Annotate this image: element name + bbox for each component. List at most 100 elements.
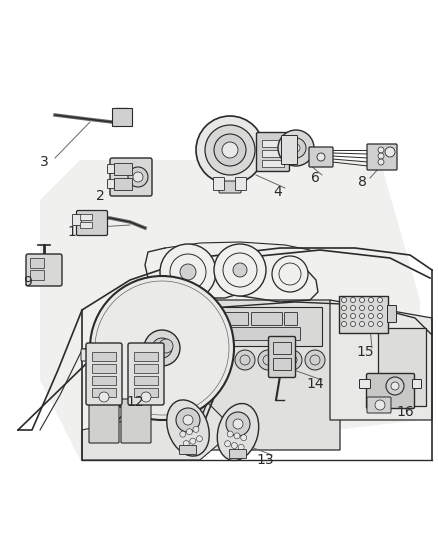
FancyBboxPatch shape <box>76 211 107 236</box>
Circle shape <box>350 297 355 303</box>
Bar <box>134 364 158 373</box>
Circle shape <box>216 355 226 365</box>
Circle shape <box>90 276 233 420</box>
Circle shape <box>133 172 143 182</box>
Bar <box>114 163 132 175</box>
Circle shape <box>367 313 373 319</box>
Circle shape <box>262 355 272 365</box>
Circle shape <box>183 415 193 425</box>
Circle shape <box>176 408 200 432</box>
Circle shape <box>231 442 237 449</box>
Text: 1: 1 <box>67 225 76 239</box>
FancyBboxPatch shape <box>387 305 396 322</box>
Ellipse shape <box>146 336 177 360</box>
Circle shape <box>212 350 231 370</box>
Bar <box>92 364 116 373</box>
Bar <box>80 214 92 220</box>
Circle shape <box>180 431 185 437</box>
FancyBboxPatch shape <box>339 295 388 333</box>
Circle shape <box>285 138 305 158</box>
Circle shape <box>377 153 383 159</box>
Circle shape <box>350 321 355 327</box>
FancyBboxPatch shape <box>366 144 396 170</box>
Text: 2: 2 <box>95 189 104 203</box>
Circle shape <box>233 433 240 439</box>
Text: 3: 3 <box>39 155 48 169</box>
Text: 6: 6 <box>310 171 319 185</box>
FancyBboxPatch shape <box>211 308 322 346</box>
Circle shape <box>128 167 148 187</box>
Circle shape <box>186 429 192 435</box>
Bar <box>261 160 283 167</box>
Ellipse shape <box>217 403 258 461</box>
FancyBboxPatch shape <box>284 312 297 326</box>
Circle shape <box>350 313 355 319</box>
Circle shape <box>196 436 202 442</box>
Circle shape <box>359 313 364 319</box>
Circle shape <box>377 159 383 165</box>
Circle shape <box>359 305 364 311</box>
Circle shape <box>240 435 246 441</box>
Bar <box>92 376 116 385</box>
Text: 4: 4 <box>273 185 282 199</box>
FancyBboxPatch shape <box>268 336 295 377</box>
Circle shape <box>350 305 355 311</box>
Bar <box>92 388 116 397</box>
Text: 14: 14 <box>305 377 323 391</box>
Circle shape <box>377 297 381 303</box>
Circle shape <box>286 355 297 365</box>
FancyBboxPatch shape <box>107 165 114 174</box>
Bar <box>134 388 158 397</box>
Polygon shape <box>82 390 234 460</box>
FancyBboxPatch shape <box>217 327 300 341</box>
Circle shape <box>227 431 233 437</box>
Circle shape <box>385 377 403 395</box>
Circle shape <box>183 441 189 447</box>
FancyBboxPatch shape <box>213 177 224 190</box>
Circle shape <box>222 142 237 158</box>
FancyBboxPatch shape <box>359 379 370 389</box>
Circle shape <box>193 426 198 432</box>
Polygon shape <box>329 300 431 420</box>
FancyBboxPatch shape <box>281 135 297 165</box>
Circle shape <box>377 305 381 311</box>
Polygon shape <box>190 300 339 450</box>
Circle shape <box>99 392 109 402</box>
Circle shape <box>233 419 243 429</box>
Bar <box>114 178 132 190</box>
FancyBboxPatch shape <box>235 177 246 190</box>
FancyBboxPatch shape <box>366 397 390 413</box>
Bar <box>272 358 290 370</box>
Polygon shape <box>40 160 419 460</box>
FancyBboxPatch shape <box>86 343 122 405</box>
FancyBboxPatch shape <box>366 374 413 408</box>
Ellipse shape <box>166 400 209 456</box>
FancyBboxPatch shape <box>219 181 240 193</box>
Circle shape <box>304 350 324 370</box>
Circle shape <box>377 321 381 327</box>
Circle shape <box>141 392 151 402</box>
Circle shape <box>237 445 244 450</box>
Bar <box>377 328 425 406</box>
Circle shape <box>377 313 381 319</box>
FancyBboxPatch shape <box>110 158 152 196</box>
Circle shape <box>144 330 180 366</box>
Bar <box>30 258 44 268</box>
Ellipse shape <box>155 368 189 388</box>
Circle shape <box>359 297 364 303</box>
FancyBboxPatch shape <box>217 312 248 326</box>
Text: 9: 9 <box>24 275 32 289</box>
Circle shape <box>390 382 398 390</box>
FancyBboxPatch shape <box>81 349 93 361</box>
Circle shape <box>189 438 195 444</box>
Circle shape <box>309 355 319 365</box>
Circle shape <box>195 116 263 184</box>
FancyBboxPatch shape <box>107 180 114 189</box>
Circle shape <box>234 350 254 370</box>
Bar <box>272 342 290 354</box>
FancyBboxPatch shape <box>256 133 289 172</box>
Text: 12: 12 <box>126 395 144 409</box>
Bar <box>134 376 158 385</box>
Bar <box>80 222 92 228</box>
Circle shape <box>341 313 346 319</box>
